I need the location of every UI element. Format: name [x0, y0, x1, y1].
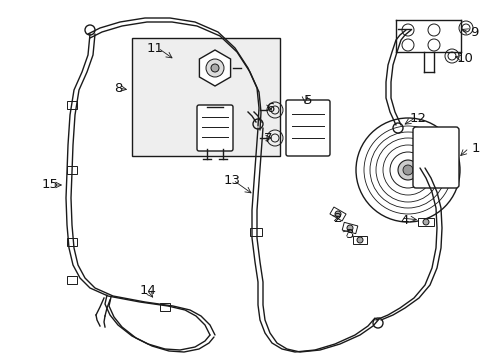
- Bar: [132, 38, 280, 156]
- Text: 14: 14: [139, 284, 156, 297]
- Bar: [342, 222, 357, 234]
- Bar: [67, 238, 77, 246]
- Bar: [329, 207, 346, 221]
- Text: 6: 6: [265, 102, 274, 114]
- Circle shape: [422, 219, 428, 225]
- Text: 4: 4: [400, 213, 408, 226]
- Text: 2: 2: [333, 211, 342, 225]
- Bar: [249, 228, 262, 236]
- Text: 11: 11: [146, 41, 163, 54]
- Text: 1: 1: [471, 141, 479, 154]
- Text: 12: 12: [408, 112, 426, 125]
- Bar: [67, 101, 77, 109]
- Text: 13: 13: [223, 174, 240, 186]
- Circle shape: [346, 225, 352, 231]
- Text: 3: 3: [345, 229, 353, 242]
- Circle shape: [402, 165, 412, 175]
- Circle shape: [210, 64, 219, 72]
- Bar: [67, 166, 77, 174]
- FancyBboxPatch shape: [285, 100, 329, 156]
- Bar: [352, 236, 366, 244]
- Text: 10: 10: [456, 51, 472, 64]
- Bar: [417, 218, 433, 226]
- Text: 8: 8: [114, 81, 122, 94]
- Bar: [160, 303, 170, 311]
- Circle shape: [334, 211, 340, 217]
- FancyBboxPatch shape: [412, 127, 458, 188]
- FancyBboxPatch shape: [197, 105, 232, 151]
- Bar: [67, 276, 77, 284]
- Text: 5: 5: [303, 94, 312, 107]
- Circle shape: [356, 237, 362, 243]
- Circle shape: [205, 59, 224, 77]
- Text: 9: 9: [469, 26, 477, 39]
- Text: 15: 15: [41, 179, 59, 192]
- Circle shape: [397, 160, 417, 180]
- Text: 7: 7: [263, 131, 272, 144]
- Polygon shape: [199, 50, 230, 86]
